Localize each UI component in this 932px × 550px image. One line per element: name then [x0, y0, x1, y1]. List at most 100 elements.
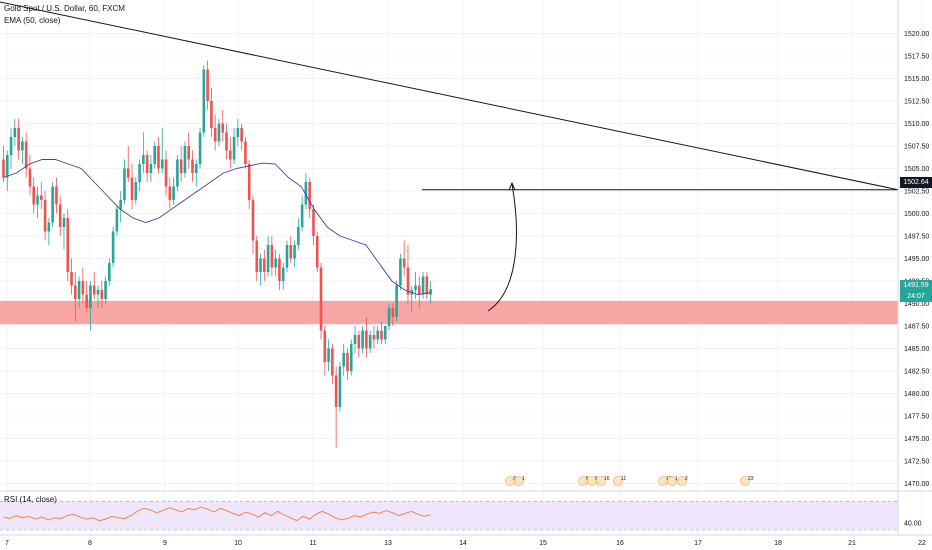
curved-arrow-projection[interactable]	[487, 183, 517, 312]
rsi-legend[interactable]: RSI (14, close)	[4, 495, 57, 504]
candle-body	[2, 159, 5, 178]
symbol-legend[interactable]: Gold Spot / U.S. Dollar, 60, FXCM	[4, 4, 125, 13]
candle-body	[304, 182, 308, 205]
candle-body	[406, 267, 410, 295]
candle-body	[297, 227, 300, 245]
candle-body	[89, 285, 92, 308]
candle-body	[402, 258, 406, 268]
candle-body	[5, 155, 9, 178]
time-axis-label: 21	[848, 540, 856, 547]
grid	[0, 0, 923, 535]
candle-body	[289, 245, 293, 259]
ema-legend[interactable]: EMA (50, close)	[4, 16, 61, 25]
time-axis-label: 22	[918, 540, 926, 547]
price-axis-label: 1505.00	[904, 166, 929, 173]
candle-body	[338, 366, 342, 407]
candle-body	[92, 285, 96, 295]
last-price-tag: 1491.59	[900, 280, 932, 291]
rsi-line[interactable]	[3, 506, 431, 522]
candle-body	[217, 123, 221, 142]
arrowhead-icon	[508, 181, 516, 191]
price-axis-label: 1517.50	[904, 54, 929, 61]
time-axis-label: 7	[5, 540, 9, 547]
price-axis-label: 1502.50	[904, 189, 929, 196]
candle-body	[62, 218, 66, 227]
candle-body	[164, 159, 168, 187]
candle-body	[357, 335, 361, 349]
candle-body	[47, 222, 51, 232]
candle-body	[111, 231, 115, 263]
candle-body	[36, 195, 39, 205]
candle-body	[368, 335, 372, 349]
candle-body	[387, 308, 391, 326]
candle-body	[179, 159, 183, 173]
price-axis-label: 1487.50	[904, 324, 929, 331]
candle-body	[96, 290, 100, 295]
event-label: 23	[748, 476, 754, 482]
price-axis-label: 1490.00	[904, 301, 929, 308]
candles	[2, 60, 432, 448]
candle-body	[104, 281, 107, 299]
candle-body	[149, 164, 153, 173]
candle-body	[172, 186, 175, 200]
rsi-axis[interactable]: 40.00	[904, 520, 922, 527]
candle-body	[176, 159, 179, 187]
time-axis-label: 8	[88, 540, 92, 547]
candle-body	[327, 348, 330, 362]
event-label: 5	[595, 476, 598, 482]
price-axis-label: 1497.50	[904, 234, 929, 241]
candle-body	[399, 258, 402, 286]
time-axis-label: 18	[774, 540, 782, 547]
candle-body	[51, 186, 54, 223]
bar-countdown-tag: 24:07	[900, 291, 932, 302]
time-axis-label: 13	[384, 540, 392, 547]
price-axis-label: 1485.00	[904, 346, 929, 353]
candle-body	[198, 132, 202, 164]
price-axis-label: 1515.00	[904, 76, 929, 83]
candle-body	[429, 289, 432, 295]
event-flag-icon	[667, 476, 677, 486]
event-label: 1	[675, 476, 678, 482]
candle-body	[414, 285, 417, 290]
descending-trendline[interactable]	[0, 1, 899, 191]
candle-body	[191, 159, 194, 173]
candle-body	[259, 258, 262, 272]
event-label: 2	[685, 476, 688, 482]
price-axis[interactable]: 1520.00 1517.50 1515.00 1512.50 1510.00 1507.…	[904, 31, 929, 488]
time-axis-label: 16	[616, 540, 624, 547]
time-axis-label: 11	[309, 540, 316, 547]
candle-body	[153, 146, 156, 164]
candle-body	[213, 128, 217, 142]
candle-body	[331, 348, 334, 376]
candle-body	[334, 375, 338, 407]
time-axis[interactable]: 7 8 9 10 11 13 14 15 16 17 18 21 22	[5, 540, 926, 547]
price-axis-label: 1510.00	[904, 121, 929, 128]
candle-body	[418, 285, 421, 295]
event-flag-icon	[613, 476, 623, 486]
event-label: 1	[522, 476, 525, 482]
candle-body	[206, 69, 209, 101]
candle-body	[187, 146, 191, 160]
candle-body	[17, 128, 20, 151]
candle-body	[353, 335, 357, 344]
candle-body	[395, 285, 398, 317]
candle-body	[346, 353, 349, 371]
candle-body	[142, 155, 145, 164]
candle-body	[425, 276, 429, 295]
candle-body	[134, 182, 138, 200]
candle-body	[115, 209, 119, 232]
price-axis-label: 1472.50	[904, 459, 929, 466]
candle-body	[266, 245, 270, 272]
candle-body	[28, 168, 32, 187]
rsi-axis-label: 40.00	[904, 520, 922, 527]
candle-body	[372, 335, 376, 340]
candle-body	[236, 128, 240, 137]
candle-body	[421, 276, 425, 295]
candle-body	[278, 258, 281, 281]
time-axis-label: 9	[163, 540, 167, 547]
candle-body	[160, 159, 164, 169]
support-zone[interactable]	[0, 300, 898, 325]
ema-line[interactable]	[3, 159, 431, 295]
event-label: 16	[604, 476, 610, 482]
